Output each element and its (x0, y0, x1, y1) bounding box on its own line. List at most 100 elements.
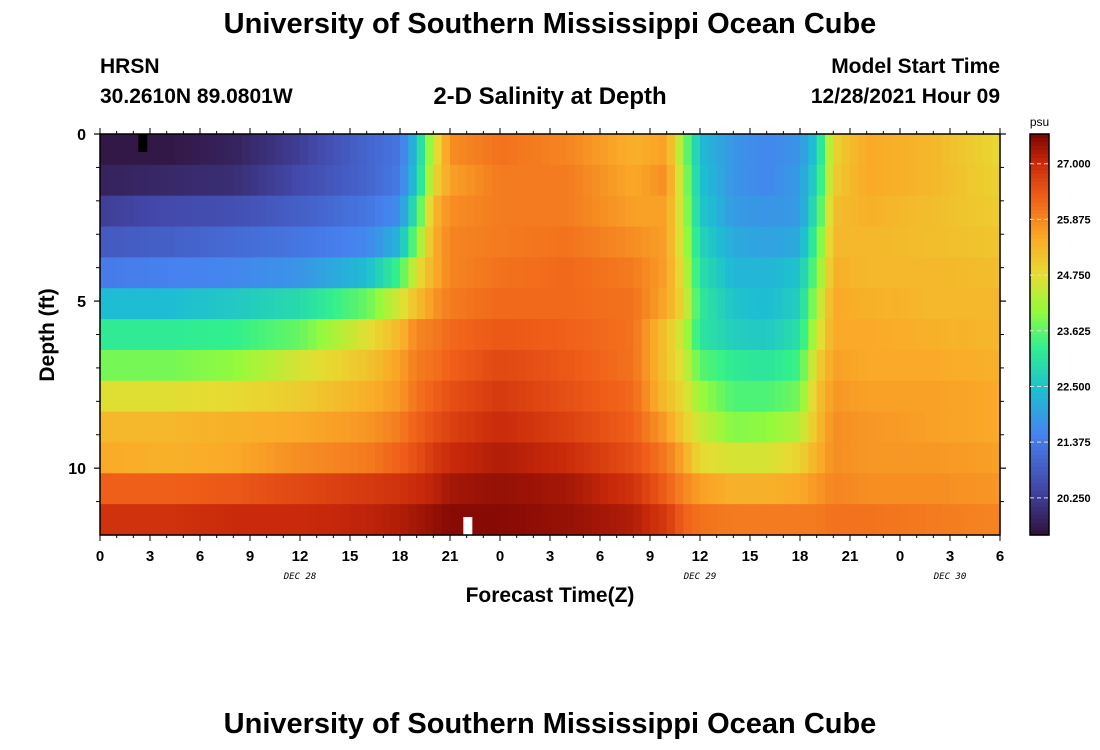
heatmap-cell (650, 257, 659, 289)
colorbar-swatch (1030, 386, 1049, 392)
heatmap-cell (666, 473, 676, 505)
heatmap-cell (191, 257, 201, 289)
heatmap-cell (691, 288, 701, 320)
heatmap-cell (408, 319, 418, 351)
heatmap-cell (341, 349, 351, 382)
heatmap-cell (325, 226, 334, 258)
heatmap-cell (408, 195, 418, 228)
heatmap-cell (558, 504, 568, 536)
heatmap-cell (191, 134, 201, 166)
heatmap-cell (525, 195, 534, 228)
heatmap-cell (575, 288, 584, 320)
heatmap-cell (250, 411, 259, 444)
heatmap-cell (983, 288, 993, 320)
heatmap-cell (675, 134, 684, 166)
heatmap-cell (491, 349, 501, 382)
heatmap-cell (475, 411, 484, 444)
heatmap-cell (708, 319, 718, 351)
heatmap-cell (216, 319, 226, 351)
heatmap-cell (491, 319, 501, 351)
heatmap-cell (691, 411, 701, 444)
heatmap-cell (108, 195, 118, 228)
heatmap-cell (350, 473, 359, 505)
heatmap-cell (116, 442, 126, 474)
heatmap-cell (366, 442, 376, 474)
heatmap-cell (475, 319, 484, 351)
heatmap-cell (358, 164, 368, 197)
heatmap-cell (516, 349, 526, 382)
heatmap-cell (425, 473, 434, 505)
heatmap-cell (691, 473, 701, 505)
heatmap-cell (150, 380, 159, 413)
heatmap-cell (675, 504, 684, 536)
heatmap-cell (200, 411, 209, 444)
heatmap-cell (566, 349, 576, 382)
heatmap-cell (833, 380, 843, 413)
heatmap-cell (125, 288, 134, 320)
heatmap-cell (591, 504, 601, 536)
heatmap-cell (941, 473, 951, 505)
heatmap-cell (875, 195, 884, 228)
heatmap-cell (675, 442, 684, 474)
heatmap-cell (925, 164, 934, 197)
heatmap-cell (658, 319, 668, 351)
heatmap-cell (608, 473, 618, 505)
heatmap-cell (683, 349, 693, 382)
heatmap-cell (116, 349, 126, 382)
heatmap-cell (275, 134, 284, 166)
heatmap-cell (758, 257, 768, 289)
heatmap-cell (233, 134, 243, 166)
heatmap-cell (841, 257, 851, 289)
heatmap-cell (616, 442, 626, 474)
heatmap-cell (241, 442, 251, 474)
heatmap-cell (883, 319, 893, 351)
heatmap-cell (566, 380, 576, 413)
heatmap-cell (258, 411, 268, 444)
heatmap-cell (800, 195, 809, 228)
heatmap-cell (616, 411, 626, 444)
heatmap-cell (175, 257, 184, 289)
chart-title: University of Southern Mississippi Ocean… (223, 8, 877, 40)
heatmap-cell (841, 504, 851, 536)
heatmap-cell (166, 380, 176, 413)
heatmap-cell (750, 442, 759, 474)
colorbar-swatch (1030, 518, 1049, 524)
heatmap-cell (933, 411, 943, 444)
heatmap-cell (275, 411, 284, 444)
colorbar-swatch (1030, 334, 1049, 340)
heatmap-cell (900, 380, 909, 413)
heatmap-cell (216, 473, 226, 505)
heatmap-cell (508, 134, 518, 166)
heatmap-cell (100, 226, 109, 258)
heatmap-cell (791, 319, 801, 351)
heatmap-cell (908, 411, 918, 444)
heatmap-cell (508, 473, 518, 505)
heatmap-cell (891, 380, 901, 413)
heatmap-cell (408, 288, 418, 320)
heatmap-cell (491, 226, 501, 258)
heatmap-cell (308, 164, 318, 197)
heatmap-cell (633, 411, 643, 444)
heatmap-cell (775, 319, 784, 351)
heatmap-cell (858, 411, 868, 444)
heatmap-cell (916, 349, 926, 382)
heatmap-cell (450, 226, 459, 258)
heatmap-cell (758, 473, 768, 505)
heatmap-cell (958, 504, 968, 536)
heatmap-cell (441, 288, 451, 320)
heatmap-cell (191, 411, 201, 444)
heatmap-cell (716, 442, 726, 474)
colorbar-swatch (1030, 470, 1049, 476)
heatmap-cell (941, 164, 951, 197)
heatmap-cell (758, 442, 768, 474)
heatmap-cell (808, 411, 818, 444)
heatmap-cell (816, 442, 826, 474)
heatmap-cell (933, 380, 943, 413)
heatmap-cell (991, 288, 1001, 320)
heatmap-cell (925, 288, 934, 320)
heatmap-cell (108, 288, 118, 320)
heatmap-cell (850, 134, 859, 166)
heatmap-cell (933, 288, 943, 320)
heatmap-cell (916, 504, 926, 536)
colorbar-swatch (1030, 438, 1049, 444)
